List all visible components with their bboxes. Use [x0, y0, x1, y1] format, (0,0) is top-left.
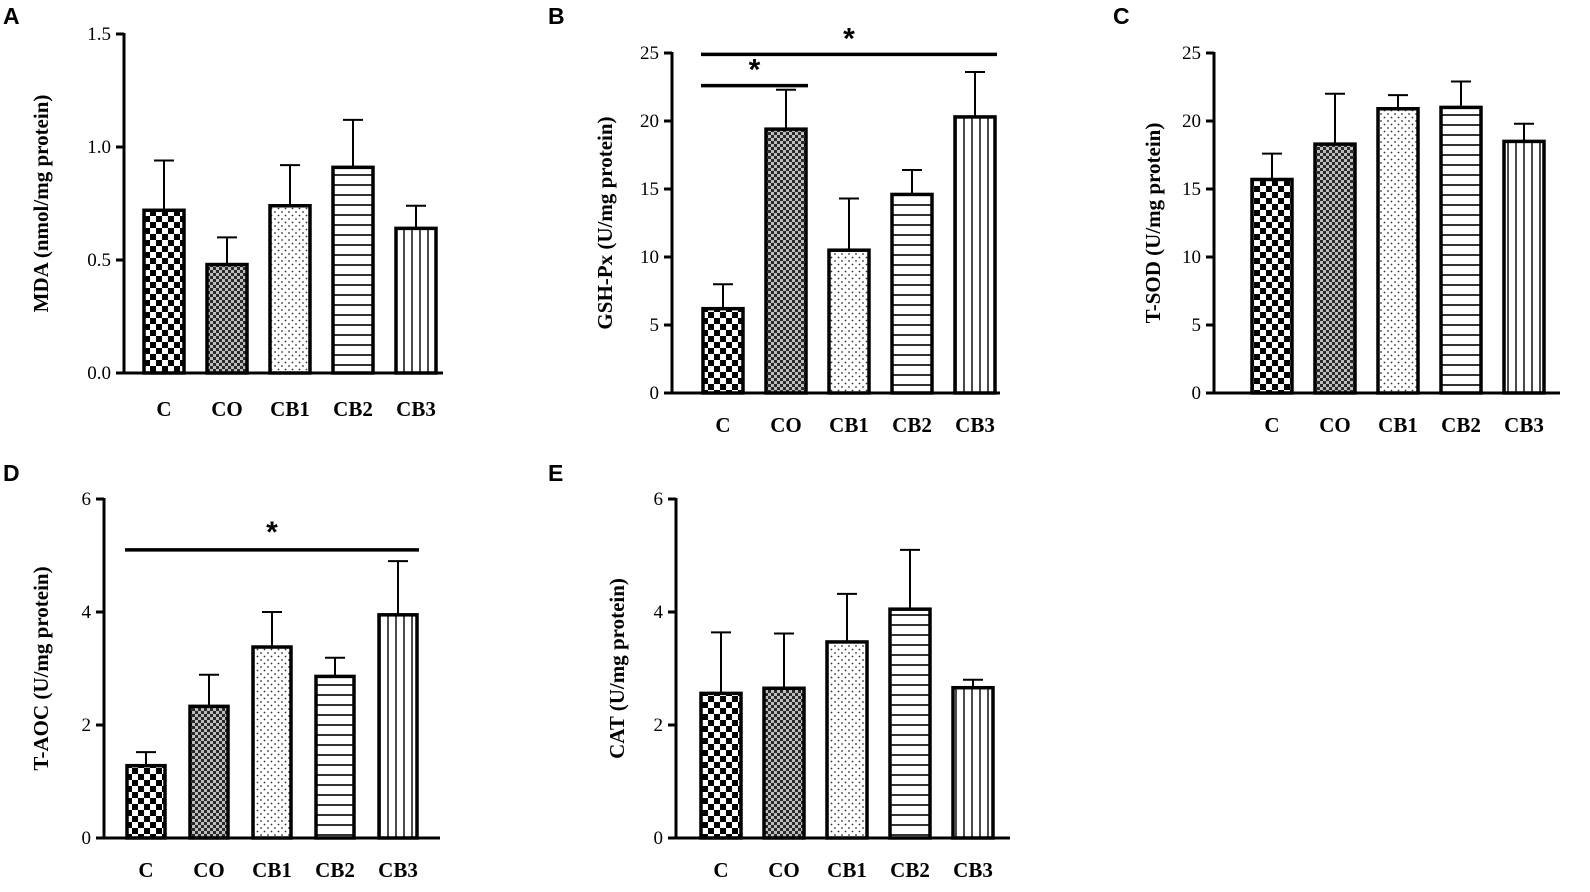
y-tick-label: 0	[82, 828, 92, 849]
y-axis-title: T-AOC (U/mg protein)	[29, 566, 53, 770]
bar	[825, 640, 869, 840]
panel-letter: A	[3, 3, 20, 29]
bar	[762, 686, 806, 840]
y-tick-label: 0	[1192, 383, 1202, 404]
category-label: CB3	[396, 397, 436, 421]
y-axis-title: T-SOD (U/mg protein)	[1141, 123, 1165, 324]
category-label: CB3	[378, 858, 418, 882]
category-label: CB1	[270, 397, 310, 421]
bar	[764, 127, 808, 395]
panel-a: A 0.0 0.5 1.0 1.5 MDA (nmol/mg protein) C CO CB…	[3, 3, 443, 421]
panel-b: B 0 5 10 15 20 25 GSH-Px (U/mg protein) C CO CB1 C…	[548, 3, 1000, 437]
category-label: CB3	[955, 413, 995, 437]
bar	[1376, 107, 1420, 395]
significance-star: *	[843, 22, 855, 55]
y-tick-label: 0	[654, 828, 664, 849]
bar	[268, 204, 312, 375]
bar	[188, 704, 230, 840]
category-label: C	[713, 858, 728, 882]
panel-c: C 0 5 10 15 20 25 T-SOD (U/mg protein) C CO CB1 CB…	[1113, 3, 1560, 437]
bar	[951, 685, 995, 840]
y-axis-title: GSH-Px (U/mg protein)	[593, 116, 617, 329]
bar	[205, 262, 249, 375]
category-label: CB2	[892, 413, 932, 437]
significance-star: *	[266, 516, 278, 549]
y-tick-label: 15	[640, 179, 659, 200]
bar	[1313, 142, 1357, 395]
y-tick-label: 25	[1182, 43, 1201, 64]
bar	[142, 208, 186, 375]
category-label: CB2	[315, 858, 355, 882]
y-axis-title: CAT (U/mg protein)	[605, 578, 629, 759]
bar	[394, 226, 438, 375]
category-label: CB2	[890, 858, 930, 882]
category-label: CO	[768, 858, 800, 882]
significance-star: *	[749, 54, 761, 87]
y-tick-label: 25	[640, 43, 659, 64]
y-tick-label: 10	[1182, 247, 1201, 268]
category-label: CB2	[333, 397, 373, 421]
y-tick-label: 20	[1182, 111, 1201, 132]
y-tick-label: 4	[654, 602, 664, 623]
y-tick-label: 4	[82, 602, 92, 623]
category-label: CB2	[1441, 413, 1481, 437]
category-label: CO	[1319, 413, 1351, 437]
bar	[331, 165, 375, 375]
category-label: CB1	[252, 858, 292, 882]
bar	[314, 674, 356, 840]
panel-letter: E	[548, 460, 563, 486]
y-tick-label: 1.5	[87, 24, 111, 45]
bar	[701, 306, 745, 395]
bar	[125, 763, 167, 840]
category-label: CB1	[829, 413, 869, 437]
panel-letter: B	[548, 3, 565, 29]
panel-letter: D	[3, 460, 20, 486]
y-tick-label: 0.5	[87, 250, 111, 271]
category-label: CO	[193, 858, 225, 882]
category-label: C	[156, 397, 171, 421]
y-tick-label: 6	[654, 489, 664, 510]
category-label: CB3	[953, 858, 993, 882]
y-tick-label: 0.0	[87, 363, 111, 384]
y-tick-label: 0	[650, 383, 660, 404]
y-tick-label: 5	[650, 315, 660, 336]
bar	[1439, 105, 1483, 395]
y-tick-label: 5	[1192, 315, 1202, 336]
category-label: CO	[211, 397, 243, 421]
panel-d: D 0 2 4 6 T-AOC (U/mg protein) C CO CB1 CB2 CB3 *	[3, 460, 440, 882]
y-tick-label: 6	[82, 489, 92, 510]
y-tick-label: 2	[654, 715, 664, 736]
category-label: CB1	[827, 858, 867, 882]
y-axis-title: MDA (nmol/mg protein)	[29, 95, 53, 313]
y-tick-label: 10	[640, 247, 659, 268]
panel-letter: C	[1113, 3, 1130, 29]
bar	[251, 645, 293, 840]
bar	[888, 607, 932, 840]
y-tick-label: 2	[82, 715, 92, 736]
y-tick-label: 20	[640, 111, 659, 132]
category-label: C	[138, 858, 153, 882]
bar	[953, 115, 997, 395]
bar	[890, 192, 934, 395]
y-tick-label: 1.0	[87, 137, 111, 158]
category-label: C	[715, 413, 730, 437]
panel-e: E 0 2 4 6 CAT (U/mg protein) C CO CB1 CB2 CB3	[548, 460, 1010, 882]
category-label: CB3	[1504, 413, 1544, 437]
category-label: CB1	[1378, 413, 1418, 437]
bar	[827, 248, 871, 395]
bar	[377, 613, 419, 840]
category-label: CO	[770, 413, 802, 437]
category-label: C	[1264, 413, 1279, 437]
bar	[699, 691, 743, 840]
bar	[1502, 139, 1546, 395]
y-tick-label: 15	[1182, 179, 1201, 200]
bar	[1250, 177, 1294, 395]
